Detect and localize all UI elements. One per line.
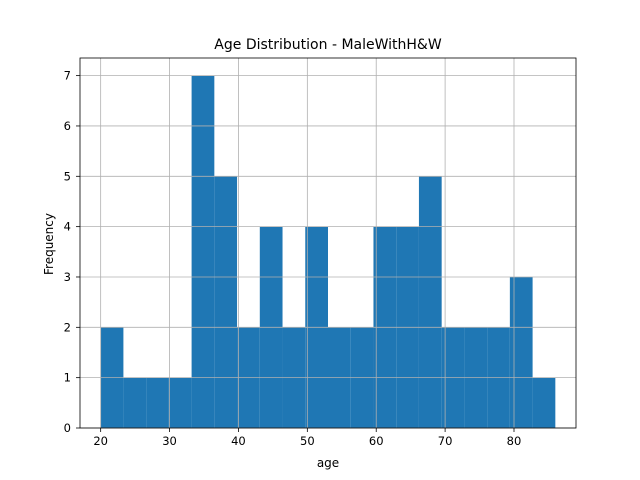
x-axis-label: age	[317, 456, 339, 470]
y-tick-label: 0	[64, 421, 71, 435]
y-tick-label: 7	[64, 69, 71, 83]
y-tick-label: 1	[64, 371, 71, 385]
histogram-bar	[191, 75, 215, 428]
histogram-bar	[532, 377, 556, 428]
y-tick-label: 3	[64, 270, 71, 284]
histogram-bar	[123, 377, 147, 428]
chart-title: Age Distribution - MaleWithH&W	[214, 37, 442, 53]
x-tick-label: 70	[438, 434, 453, 448]
y-axis-label: Frequency	[42, 213, 56, 275]
bars	[100, 75, 556, 428]
y-tick-label: 2	[64, 320, 71, 334]
x-tick-label: 80	[507, 434, 522, 448]
y-tick-label: 6	[64, 119, 71, 133]
y-axis-ticks: 0 1 2 3 4 5 6 7	[64, 69, 80, 435]
x-tick-label: 40	[231, 434, 246, 448]
histogram-bar	[146, 377, 169, 428]
histogram-bar	[168, 377, 192, 428]
x-tick-label: 50	[300, 434, 315, 448]
y-tick-label: 4	[64, 220, 71, 234]
x-axis-ticks: 20 30 40 50 60 70 80	[93, 428, 521, 448]
x-tick-label: 30	[162, 434, 177, 448]
x-tick-label: 20	[93, 434, 108, 448]
plot-frame	[79, 57, 577, 429]
histogram-bar	[214, 176, 238, 428]
histogram-bar	[509, 276, 533, 428]
histogram-bar	[418, 176, 442, 428]
x-tick-label: 60	[369, 434, 384, 448]
y-tick-label: 5	[64, 169, 71, 183]
grid-lines	[80, 58, 576, 429]
